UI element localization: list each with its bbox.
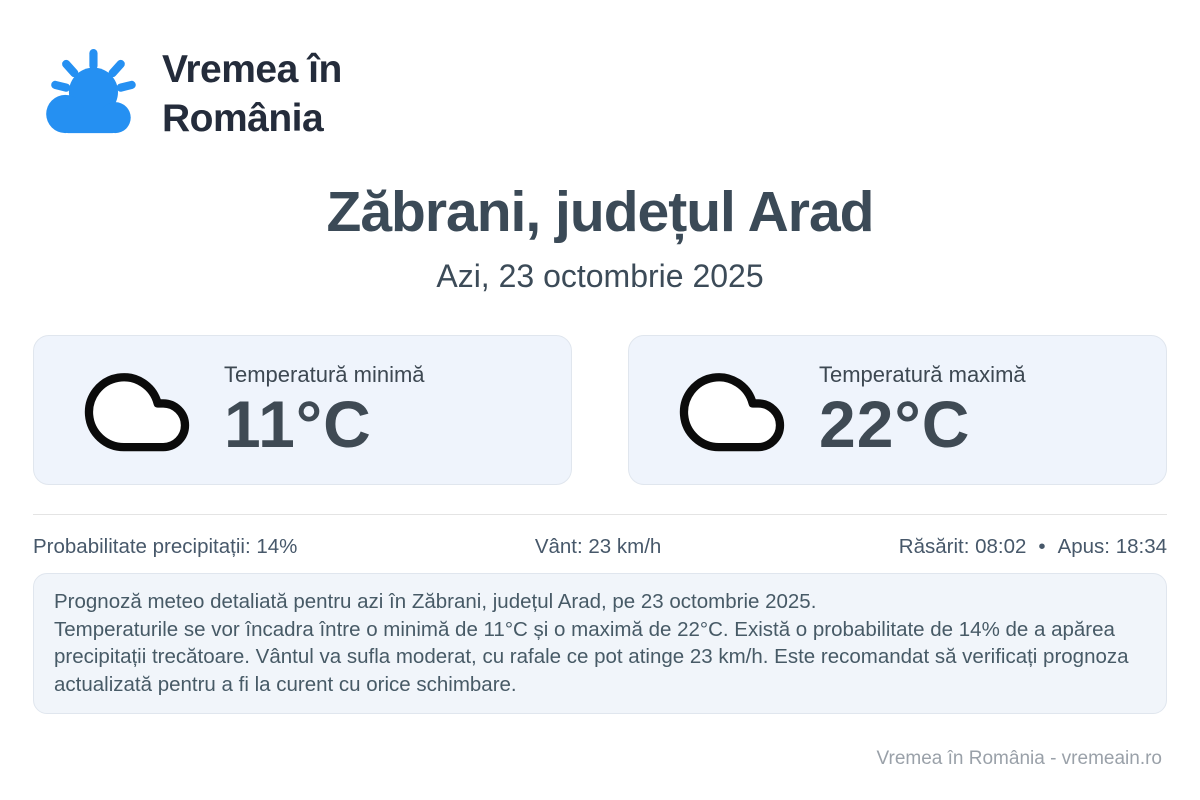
max-temperature-text: Temperatură maximă 22°C <box>819 362 1026 458</box>
temperature-cards: Temperatură minimă 11°C Temperatură maxi… <box>33 335 1167 486</box>
logo: Vremea în România <box>38 42 1167 146</box>
page-title: Zăbrani, județul Arad <box>326 180 875 244</box>
min-temperature-label: Temperatură minimă <box>224 362 425 388</box>
logo-line1: Vremea în <box>162 47 342 91</box>
sun-times: Răsărit: 08:02 • Apus: 18:34 <box>899 535 1167 559</box>
sun-cloud-icon <box>38 42 138 146</box>
cloud-icon <box>78 362 196 458</box>
min-temperature-value: 11°C <box>224 387 372 462</box>
max-temperature-label: Temperatură maximă <box>819 362 1026 388</box>
sunset-stat: Apus: 18:34 <box>1057 535 1167 559</box>
sunrise-stat: Răsărit: 08:02 <box>898 535 1027 559</box>
cloud-icon <box>673 362 791 458</box>
forecast-description: Prognoză meteo detaliată pentru azi în Z… <box>33 573 1167 715</box>
wind-stat: Vânt: 23 km/h <box>534 535 662 559</box>
min-temperature-card: Temperatură minimă 11°C <box>33 335 572 486</box>
max-temperature-card: Temperatură maximă 22°C <box>628 335 1167 486</box>
precipitation-stat: Probabilitate precipitații: 14% <box>33 535 298 559</box>
footer-credit: Vremea în România - vremeain.ro <box>876 748 1162 770</box>
min-temperature-text: Temperatură minimă 11°C <box>224 362 425 458</box>
bullet-separator: • <box>1038 535 1046 559</box>
logo-line2: România <box>162 97 324 140</box>
page-date: Azi, 23 octombrie 2025 <box>436 258 764 295</box>
max-temperature-value: 22°C <box>819 387 971 462</box>
logo-wordmark: Vremea în România <box>162 45 342 143</box>
stats-row: Probabilitate precipitații: 14% Vânt: 23… <box>33 514 1167 559</box>
